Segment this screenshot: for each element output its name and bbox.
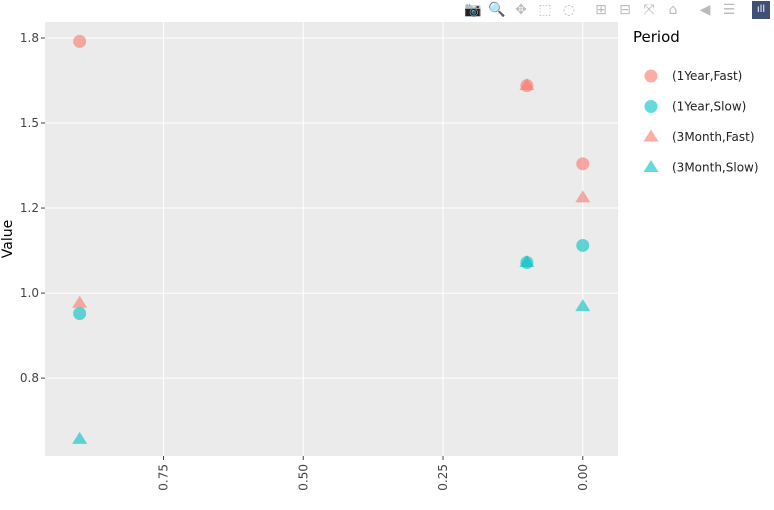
legend-title: Period — [633, 28, 680, 46]
lasso-select-icon[interactable]: ◌ — [562, 2, 576, 18]
data-point-circle — [73, 306, 87, 320]
legend-item-label[interactable]: (3Month,Slow) — [672, 161, 759, 175]
x-tick-label: 0.75 — [157, 464, 171, 491]
data-point-triangle — [519, 254, 535, 267]
x-tick-label: 0.50 — [296, 464, 310, 491]
data-point-circle — [576, 238, 590, 252]
data-point-triangle — [575, 190, 591, 203]
plotly-logo-icon[interactable]: ıll — [752, 1, 770, 19]
data-point-triangle — [72, 295, 88, 308]
data-point-triangle — [575, 299, 591, 312]
box-select-icon[interactable]: ⬚ — [538, 2, 552, 18]
legend-item-label[interactable]: (1Year,Fast) — [672, 69, 742, 83]
zoom-icon[interactable]: 🔍 — [488, 2, 506, 18]
legend-marker-circle[interactable] — [644, 100, 658, 113]
legend-item-label[interactable]: (3Month,Fast) — [672, 130, 755, 144]
modebar: 📷 🔍 ✥ ⬚ ◌ ⊞ ⊟ ⤧ ⌂ ◀ ☰ ıll — [464, 0, 770, 20]
legend-item-label[interactable]: (1Year,Slow) — [672, 100, 746, 114]
zoom-out-icon[interactable]: ⊟ — [619, 2, 631, 18]
y-tick-label: 0.8 — [20, 371, 39, 385]
reset-axes-icon[interactable]: ⌂ — [668, 2, 678, 18]
hover-compare-icon[interactable]: ☰ — [722, 2, 736, 18]
data-point-circle — [73, 34, 87, 48]
legend-marker-circle[interactable] — [644, 69, 658, 83]
camera-icon[interactable]: 📷 — [464, 2, 482, 18]
hover-closest-icon[interactable]: ◀ — [699, 2, 711, 18]
pan-icon[interactable]: ✥ — [515, 2, 527, 18]
x-tick-label: 0.25 — [436, 464, 450, 491]
legend-marker-triangle[interactable] — [643, 160, 659, 172]
zoom-in-icon[interactable]: ⊞ — [595, 2, 607, 18]
data-point-triangle — [519, 78, 535, 91]
autoscale-icon[interactable]: ⤧ — [643, 2, 655, 18]
y-tick-label: 1.2 — [20, 201, 39, 215]
y-tick-label: 1.0 — [20, 286, 39, 300]
legend-marker-triangle[interactable] — [643, 129, 659, 142]
data-point-triangle — [72, 431, 88, 444]
y-tick-label: 1.8 — [20, 31, 39, 45]
x-tick-label: 0.00 — [576, 464, 590, 491]
y-tick-label: 1.5 — [20, 116, 39, 130]
data-point-circle — [576, 157, 590, 171]
plot-background — [45, 22, 618, 456]
y-axis-title: Value — [0, 220, 16, 258]
